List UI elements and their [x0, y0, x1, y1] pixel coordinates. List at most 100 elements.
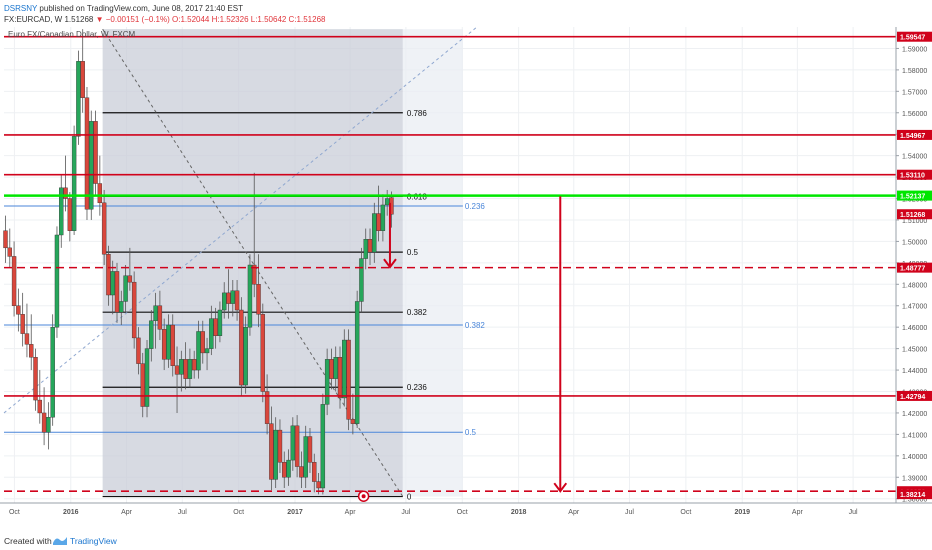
candle-body [80, 61, 85, 98]
axes: 1.380001.390001.400001.410001.420001.430… [0, 27, 932, 516]
candle-body [294, 425, 300, 467]
fib-blue-label: 0.236 [465, 202, 486, 211]
candle-body [273, 429, 278, 480]
candle-body [67, 198, 73, 231]
candle-body [372, 213, 377, 253]
price-lines [4, 35, 896, 493]
candle-body [101, 202, 107, 255]
candle-body [119, 301, 124, 313]
candle-body [89, 121, 94, 210]
candle-body [320, 404, 326, 489]
y-tick-label: 1.41000 [902, 432, 927, 439]
publish-info: published on TradingView.com, June 08, 2… [37, 4, 243, 13]
candle-body [333, 356, 338, 379]
price-tag-label: 1.51268 [900, 212, 925, 219]
candle-body [269, 423, 274, 480]
price-tag [897, 190, 932, 201]
candle-body [110, 271, 115, 296]
candle-body [174, 365, 180, 375]
y-tick-label: 1.46000 [902, 325, 927, 332]
candle-body [239, 309, 244, 386]
y-tick-label: 1.44000 [902, 368, 927, 375]
candle-body [234, 290, 240, 311]
candle-body [191, 359, 197, 371]
candle-body [217, 309, 223, 336]
fib-black-label: 0.618 [407, 192, 428, 201]
candle-body [123, 275, 128, 302]
price-tag [897, 209, 932, 220]
candle-body [367, 239, 373, 253]
candle-body [260, 314, 266, 392]
x-tick-label: Oct [457, 509, 468, 516]
candle-body [363, 239, 368, 259]
publish-line: DSRSNY published on TradingView.com, Jun… [4, 4, 243, 14]
fib-blue: 0.236 0.382 0.5 [4, 202, 485, 437]
candle-body [337, 356, 343, 399]
x-tick-label: Jul [849, 509, 858, 516]
x-tick-label: Oct [233, 509, 244, 516]
candle-body [166, 324, 171, 360]
candle-body [222, 292, 227, 311]
candle-body [376, 213, 381, 231]
candle-body [213, 318, 218, 336]
x-tick-label: Apr [792, 509, 804, 516]
y-tick-label: 1.48000 [902, 282, 927, 289]
arrows [357, 196, 568, 502]
price-tag [897, 129, 932, 140]
candle-body [200, 331, 205, 354]
candle-body [324, 359, 330, 405]
x-tick-label: 2019 [734, 509, 750, 516]
candle-body [183, 359, 188, 379]
candle-body [282, 462, 287, 478]
price-chart[interactable]: 0.236 0.382 0.5 0.786 0.618 0.5 0.382 0.236 0 1… [0, 27, 932, 530]
candle-body [24, 333, 30, 345]
tradingview-brand[interactable]: TradingView [70, 536, 117, 546]
candle-body [7, 247, 12, 257]
shaded-regions [102, 29, 463, 497]
candle-body [54, 234, 60, 328]
y-tick-label: 1.57000 [902, 89, 927, 96]
candle-body [316, 481, 321, 489]
candle-body [286, 459, 291, 478]
candle-body [196, 331, 201, 371]
candle-body [161, 329, 167, 360]
candle-body [247, 264, 253, 328]
y-tick-label: 1.56000 [902, 111, 927, 118]
candle-body [312, 462, 317, 482]
y-tick-label: 1.42000 [902, 411, 927, 418]
price-tag-label: 1.59547 [900, 35, 925, 42]
event-marker-dot [361, 494, 366, 499]
price-tag-label: 1.48777 [900, 266, 925, 273]
candle-body [187, 359, 193, 379]
candle-body [41, 412, 47, 433]
x-tick-label: Jul [178, 509, 187, 516]
candle-body [179, 359, 184, 375]
price-tag-label: 1.54967 [900, 133, 925, 140]
candle-body [46, 417, 51, 433]
x-tick-label: 2017 [287, 509, 303, 516]
fib-blue-label: 0.382 [465, 321, 486, 330]
candle-body [16, 305, 21, 315]
candle-body [140, 363, 145, 407]
author-link[interactable]: DSRSNY [4, 4, 38, 13]
y-tick-label: 1.51000 [902, 218, 927, 225]
arrow-head [553, 482, 568, 493]
candle-body [71, 136, 77, 231]
price-tag [897, 262, 932, 273]
candle-body [50, 326, 55, 418]
candle-body [59, 187, 64, 236]
fib-black-label: 0.5 [407, 248, 419, 257]
candle-body [230, 290, 235, 304]
tradingview-logo-icon [53, 537, 67, 545]
x-tick-label: 2016 [63, 509, 79, 516]
candle-body [354, 301, 360, 424]
fib-black-label: 0.236 [407, 383, 428, 392]
candle-body [33, 356, 38, 401]
y-tick-label: 1.38000 [902, 497, 927, 504]
candle-body [209, 318, 214, 349]
candle-body [243, 326, 248, 386]
price-tag-label: 1.42794 [900, 394, 925, 401]
candle-body [303, 436, 308, 478]
ohlc-values: O:1.52044 H:1.52326 L:1.50642 C:1.51268 [169, 15, 326, 24]
candle-body [76, 61, 81, 137]
